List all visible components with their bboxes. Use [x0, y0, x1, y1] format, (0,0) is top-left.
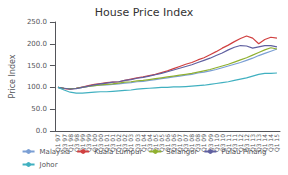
svg-text:Q3 98: Q3 98 [72, 134, 80, 153]
svg-text:Q3 14: Q3 14 [267, 134, 275, 153]
svg-text:50.0: 50.0 [31, 105, 47, 113]
svg-text:Price Index: Price Index [8, 54, 17, 98]
svg-text:250.0: 250.0 [27, 18, 47, 26]
svg-text:Q1 10: Q1 10 [212, 134, 220, 153]
svg-text:Selangor: Selangor [166, 148, 197, 156]
svg-text:Johor: Johor [39, 161, 58, 169]
svg-text:Q1 15: Q1 15 [273, 134, 280, 152]
svg-text:150.0: 150.0 [27, 62, 47, 70]
svg-text:Malaysia: Malaysia [40, 148, 71, 156]
svg-text:Pulau Pinang: Pulau Pinang [221, 148, 266, 156]
svg-text:Kuala Lumpur: Kuala Lumpur [94, 148, 142, 156]
svg-text:Q3 99: Q3 99 [84, 134, 92, 153]
svg-text:Q3 05: Q3 05 [157, 134, 165, 153]
svg-text:0.0: 0.0 [36, 127, 47, 135]
svg-text:House Price Index: House Price Index [95, 6, 194, 19]
svg-text:100.0: 100.0 [27, 83, 47, 91]
svg-text:Q1 09: Q1 09 [200, 134, 208, 153]
svg-text:200.0: 200.0 [27, 40, 47, 48]
svg-text:Q3 04: Q3 04 [145, 134, 153, 153]
